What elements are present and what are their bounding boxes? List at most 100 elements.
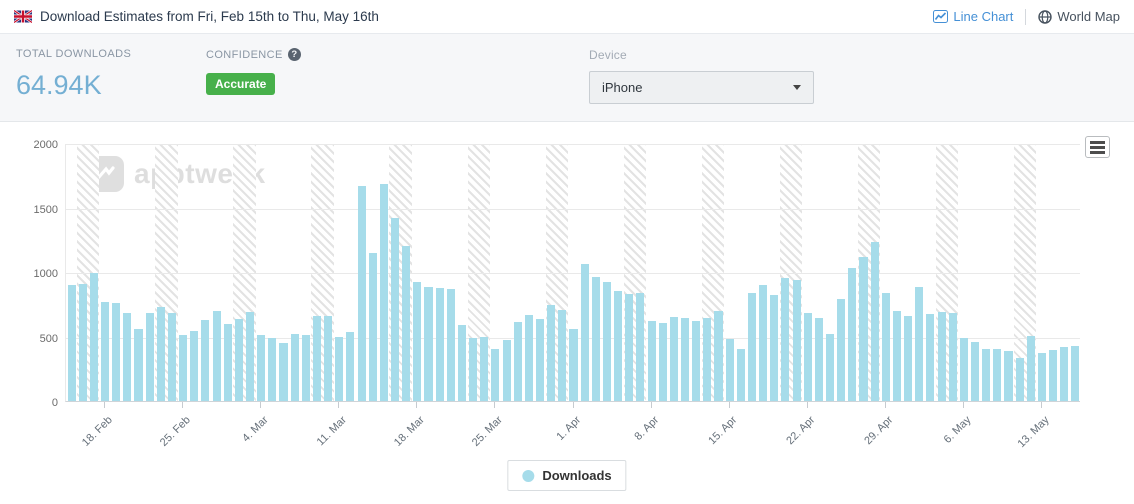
chart-bar[interactable]	[145, 313, 154, 401]
chart-bar[interactable]	[123, 313, 132, 401]
chart-bar[interactable]	[1004, 350, 1013, 401]
chart-bar[interactable]	[101, 301, 110, 401]
chart-bar[interactable]	[524, 315, 533, 401]
link-separator	[1025, 8, 1027, 25]
chart-bar[interactable]	[892, 310, 901, 401]
chart-bar[interactable]	[156, 306, 165, 401]
chart-bar[interactable]	[78, 284, 87, 401]
chart-bar[interactable]	[993, 349, 1002, 401]
chart-bar[interactable]	[391, 217, 400, 401]
chart-bar[interactable]	[736, 349, 745, 401]
chart-bar[interactable]	[959, 338, 968, 401]
chart-bar[interactable]	[469, 338, 478, 401]
chart-bar[interactable]	[792, 279, 801, 401]
chart-bar[interactable]	[971, 341, 980, 401]
chart-bar[interactable]	[212, 310, 221, 401]
chart-bar[interactable]	[602, 281, 611, 401]
chart-bar[interactable]	[870, 242, 879, 401]
chart-bar[interactable]	[725, 339, 734, 401]
line-chart-link[interactable]: Line Chart	[933, 9, 1013, 24]
chart-bar[interactable]	[324, 315, 333, 401]
chart-bar[interactable]	[803, 313, 812, 401]
chart-bar[interactable]	[647, 321, 656, 401]
chart-bar[interactable]	[435, 288, 444, 401]
chart-bar[interactable]	[290, 333, 299, 401]
chart-bar[interactable]	[134, 329, 143, 401]
chart-bar[interactable]	[703, 318, 712, 401]
chart-bar[interactable]	[681, 317, 690, 401]
chart-bar[interactable]	[1049, 350, 1058, 401]
legend-item-downloads[interactable]: Downloads	[507, 460, 627, 491]
chart-bar[interactable]	[669, 316, 678, 401]
chart-bar[interactable]	[112, 302, 121, 401]
chart-bar[interactable]	[234, 319, 243, 401]
chart-bar[interactable]	[781, 278, 790, 401]
chart-bar[interactable]	[312, 315, 321, 401]
chart-bar[interactable]	[881, 293, 890, 401]
chart-bar[interactable]	[167, 312, 176, 401]
chart-bar[interactable]	[558, 310, 567, 401]
chart-bar[interactable]	[402, 245, 411, 401]
chart-bar[interactable]	[692, 321, 701, 401]
chart-bar[interactable]	[658, 322, 667, 401]
chart-bar[interactable]	[357, 186, 366, 401]
chart-bar[interactable]	[837, 299, 846, 401]
total-downloads-label: TOTAL DOWNLOADS	[16, 48, 132, 60]
chart-bar[interactable]	[770, 294, 779, 401]
chart-bar[interactable]	[747, 292, 756, 401]
chart-bar[interactable]	[1060, 347, 1069, 401]
chart-bar[interactable]	[257, 334, 266, 401]
chart-bar[interactable]	[580, 264, 589, 401]
device-select[interactable]: iPhone	[589, 71, 814, 104]
chart-bar[interactable]	[223, 324, 232, 401]
world-map-link[interactable]: World Map	[1038, 9, 1120, 24]
chart-bar[interactable]	[190, 331, 199, 401]
chart-context-menu-button[interactable]	[1085, 136, 1110, 158]
chart-bar[interactable]	[301, 334, 310, 401]
chart-bar[interactable]	[1026, 335, 1035, 401]
chart-bar[interactable]	[246, 312, 255, 401]
question-circle-icon[interactable]: ?	[287, 48, 301, 61]
chart-bar[interactable]	[614, 291, 623, 401]
chart-bar[interactable]	[859, 257, 868, 401]
chart-bar[interactable]	[625, 293, 634, 401]
chart-bar[interactable]	[948, 313, 957, 401]
chart-bar[interactable]	[848, 268, 857, 401]
chart-bar[interactable]	[591, 276, 600, 401]
chart-bar[interactable]	[547, 304, 556, 401]
chart-bar[interactable]	[826, 333, 835, 401]
chart-bar[interactable]	[536, 319, 545, 401]
x-axis-tick-label: 22. Apr	[784, 414, 818, 448]
chart-bar[interactable]	[67, 284, 76, 401]
chart-bar[interactable]	[346, 332, 355, 401]
chart-bar[interactable]	[368, 252, 377, 401]
chart-bar[interactable]	[379, 183, 388, 401]
chart-bar[interactable]	[814, 318, 823, 401]
chart-bar[interactable]	[268, 338, 277, 401]
chart-bar[interactable]	[513, 322, 522, 401]
chart-bar[interactable]	[446, 288, 455, 401]
chart-bar[interactable]	[926, 313, 935, 401]
chart-bar[interactable]	[904, 315, 913, 401]
chart-bar[interactable]	[937, 312, 946, 401]
chart-bar[interactable]	[569, 328, 578, 401]
chart-bar[interactable]	[480, 336, 489, 401]
chart-bar[interactable]	[335, 337, 344, 401]
chart-bar[interactable]	[1071, 345, 1080, 401]
chart-bar[interactable]	[1037, 352, 1046, 401]
chart-bar[interactable]	[491, 349, 500, 401]
chart-bar[interactable]	[759, 284, 768, 401]
chart-bar[interactable]	[1015, 358, 1024, 401]
chart-bar[interactable]	[502, 340, 511, 401]
chart-bar[interactable]	[915, 286, 924, 401]
chart-bar[interactable]	[457, 324, 466, 401]
chart-bar[interactable]	[424, 287, 433, 401]
chart-bar[interactable]	[279, 342, 288, 401]
chart-bar[interactable]	[201, 320, 210, 401]
chart-bar[interactable]	[714, 310, 723, 401]
chart-bar[interactable]	[179, 334, 188, 401]
chart-bar[interactable]	[982, 349, 991, 401]
chart-bar[interactable]	[89, 273, 98, 401]
chart-bar[interactable]	[636, 292, 645, 401]
chart-bar[interactable]	[413, 282, 422, 401]
